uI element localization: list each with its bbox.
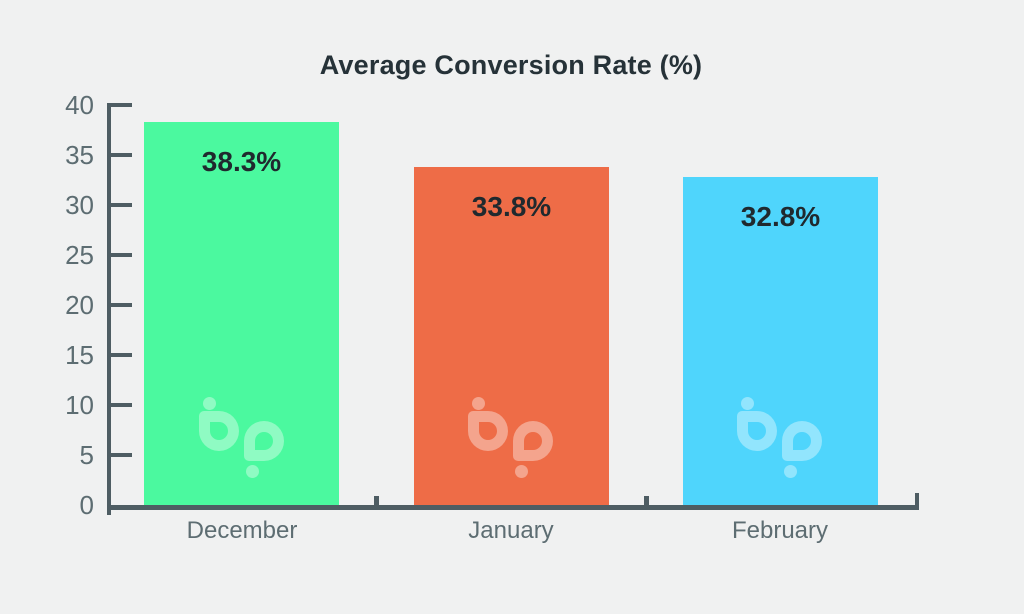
bar-value-label: 32.8% (740, 201, 821, 232)
y-tick-label: 20 (65, 290, 94, 320)
bp-watermark-dot-top (203, 397, 216, 410)
chart-title: Average Conversion Rate (%) (319, 50, 703, 80)
y-tick-label: 40 (65, 90, 94, 120)
y-tick (111, 453, 132, 457)
bp-watermark-p-ring (513, 421, 553, 461)
bp-watermark-p-ring (782, 421, 822, 461)
y-tick-label: 10 (65, 390, 94, 420)
y-tick (111, 103, 132, 107)
bp-watermark-dot-top (472, 397, 485, 410)
bar: 38.3% (144, 122, 339, 505)
x-boundary-tick (374, 496, 379, 505)
bp-watermark-dot-top (741, 397, 754, 410)
bp-watermark-icon (199, 397, 285, 479)
bp-watermark-b-ring (737, 411, 777, 451)
bar-value-label: 33.8% (471, 191, 552, 222)
bp-watermark-dot-bottom (246, 465, 259, 478)
y-tick (111, 303, 132, 307)
bp-watermark-dot-bottom (784, 465, 797, 478)
x-category-label: February (731, 517, 829, 544)
bp-watermark-icon (468, 397, 554, 479)
y-tick (111, 353, 132, 357)
y-tick-label: 35 (65, 140, 94, 170)
y-axis-line (107, 103, 111, 515)
bar: 33.8% (414, 167, 609, 505)
bp-watermark-p-ring (244, 421, 284, 461)
bar: 32.8% (683, 177, 878, 505)
x-category-label: December (186, 517, 298, 544)
x-axis-line (107, 505, 919, 510)
x-boundary-tick (644, 496, 649, 505)
y-tick (111, 403, 132, 407)
y-tick (111, 203, 132, 207)
x-end-tick (915, 493, 919, 505)
y-tick-label: 30 (65, 190, 94, 220)
y-tick-label: 15 (65, 340, 94, 370)
bar-value-label: 38.3% (201, 146, 282, 177)
x-category-label: January (468, 517, 554, 544)
bp-watermark-icon (737, 397, 823, 479)
y-tick (111, 153, 132, 157)
bp-watermark-dot-bottom (515, 465, 528, 478)
y-tick-label: 0 (79, 490, 94, 520)
y-tick-label: 25 (65, 240, 94, 270)
bp-watermark-b-ring (468, 411, 508, 451)
y-tick-label: 5 (79, 440, 94, 470)
bp-watermark-b-ring (199, 411, 239, 451)
y-tick (111, 253, 132, 257)
